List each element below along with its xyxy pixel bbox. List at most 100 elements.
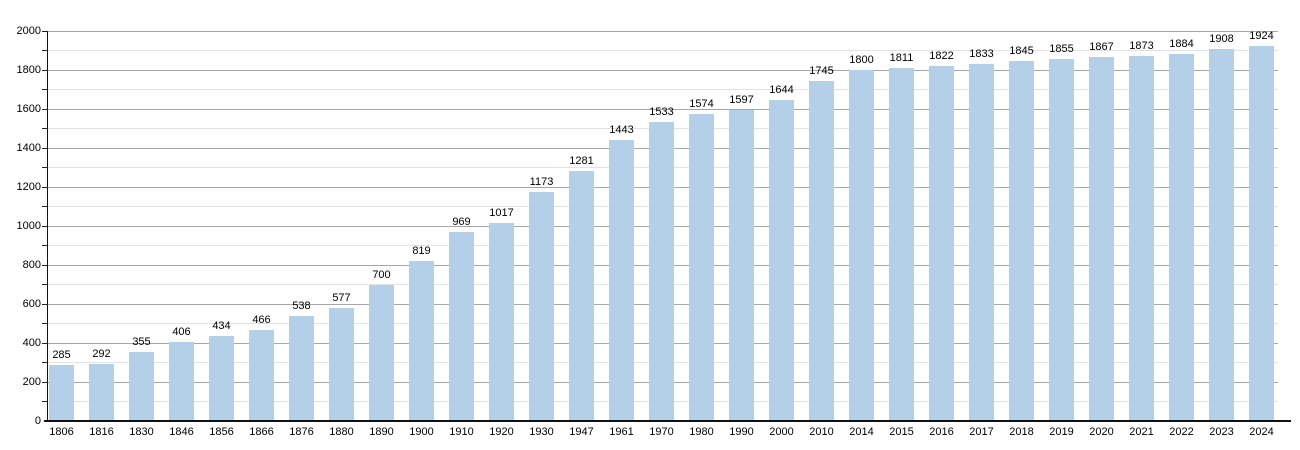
y-axis-tick [41, 89, 48, 90]
gridline-major [48, 108, 1278, 110]
gridline-major [48, 69, 1278, 71]
y-axis-tick-label: 1200 [16, 181, 41, 193]
x-tick-label: 1866 [249, 426, 274, 438]
bar-value-label: 1822 [929, 49, 954, 62]
bar-1910 [449, 232, 474, 421]
bar-2010 [809, 80, 834, 421]
x-tick-label: 2020 [1089, 426, 1114, 438]
y-axis-tick-label: 800 [22, 259, 41, 271]
bar-value-label: 1811 [889, 51, 914, 64]
bar-value-label: 285 [52, 349, 71, 362]
x-tick-label: 2024 [1249, 426, 1274, 438]
bar-2019 [1049, 59, 1074, 421]
y-axis-tick [41, 167, 48, 168]
bar-value-label: 1833 [969, 47, 994, 60]
x-tick-label: 2022 [1169, 426, 1194, 438]
bar-value-label: 406 [172, 325, 191, 338]
gridline-minor [48, 50, 1278, 51]
bar-value-label: 1867 [1089, 40, 1114, 53]
bar-1816 [89, 364, 114, 421]
bar-1866 [249, 330, 274, 421]
bar-1846 [169, 341, 194, 421]
bar-1880 [329, 308, 354, 421]
y-axis-tick-label: 200 [22, 376, 41, 388]
bar-1961 [609, 139, 634, 421]
gridline-major [48, 30, 1278, 32]
x-tick-label: 2017 [969, 426, 994, 438]
bar-1947 [569, 171, 594, 421]
x-tick-label: 2010 [809, 426, 834, 438]
bar-1806 [49, 365, 74, 421]
y-axis-tick-label: 1000 [16, 220, 41, 232]
x-tick-label: 2014 [849, 426, 874, 438]
bar-value-label: 292 [92, 348, 111, 361]
bar-value-label: 969 [452, 216, 471, 229]
bar-1930 [529, 192, 554, 421]
x-tick-label: 1910 [449, 426, 474, 438]
bar-value-label: 1574 [689, 98, 714, 111]
bar-value-label: 1443 [609, 123, 634, 136]
bar-1856 [209, 336, 234, 421]
bar-2022 [1169, 53, 1194, 421]
bar-1990 [729, 109, 754, 421]
x-tick-label: 2023 [1209, 426, 1234, 438]
x-tick-label: 2018 [1009, 426, 1034, 438]
x-tick-label: 1990 [729, 426, 754, 438]
bar-value-label: 1745 [809, 64, 834, 77]
bar-2017 [969, 63, 994, 421]
bar-value-label: 466 [252, 314, 271, 327]
bar-1890 [369, 284, 394, 421]
bar-2018 [1009, 61, 1034, 421]
y-axis-tick-label: 400 [22, 337, 41, 349]
x-tick-label: 1920 [489, 426, 514, 438]
bar-value-label: 1855 [1049, 43, 1074, 56]
bar-value-label: 1597 [729, 93, 754, 106]
y-axis-tick [41, 225, 48, 227]
x-tick-label: 1947 [569, 426, 594, 438]
bar-2015 [889, 67, 914, 421]
bar-value-label: 1873 [1129, 39, 1154, 52]
bar-value-label: 434 [212, 320, 231, 333]
y-axis-line [46, 31, 49, 422]
x-tick-label: 2000 [769, 426, 794, 438]
x-tick-label: 1816 [89, 426, 114, 438]
y-axis-tick-label: 1800 [16, 64, 41, 76]
y-axis-tick [41, 206, 48, 207]
bar-2020 [1089, 56, 1114, 421]
y-axis-tick [41, 186, 48, 188]
x-axis-line [44, 420, 1291, 422]
y-axis-tick [41, 303, 48, 305]
y-axis-tick [41, 342, 48, 344]
bar-2000 [769, 100, 794, 421]
x-tick-label: 2016 [929, 426, 954, 438]
bar-value-label: 1173 [529, 176, 554, 189]
y-axis-tick [41, 323, 48, 324]
bar-2023 [1209, 48, 1234, 421]
y-axis-tick-label: 2000 [16, 25, 41, 37]
bar-1900 [409, 261, 434, 421]
y-axis-tick [41, 69, 48, 71]
bar-1970 [649, 122, 674, 421]
bar-value-label: 1924 [1249, 29, 1274, 42]
x-tick-label: 1900 [409, 426, 434, 438]
bar-1876 [289, 316, 314, 421]
x-tick-label: 1846 [169, 426, 194, 438]
x-tick-label: 1980 [689, 426, 714, 438]
y-axis-tick [41, 50, 48, 51]
x-tick-label: 2015 [889, 426, 914, 438]
bar-value-label: 1533 [649, 106, 674, 119]
bar-value-label: 1644 [769, 84, 794, 97]
x-tick-label: 1970 [649, 426, 674, 438]
bar-value-label: 1281 [569, 155, 594, 168]
y-axis-tick [41, 128, 48, 129]
bar-value-label: 819 [412, 245, 431, 258]
x-tick-label: 1830 [129, 426, 154, 438]
x-tick-label: 2019 [1049, 426, 1074, 438]
bar-value-label: 1017 [489, 206, 514, 219]
x-tick-label: 2021 [1129, 426, 1154, 438]
x-tick-label: 1880 [329, 426, 354, 438]
x-tick-label: 1876 [289, 426, 314, 438]
y-axis-tick [41, 381, 48, 383]
bar-value-label: 1845 [1009, 45, 1034, 58]
